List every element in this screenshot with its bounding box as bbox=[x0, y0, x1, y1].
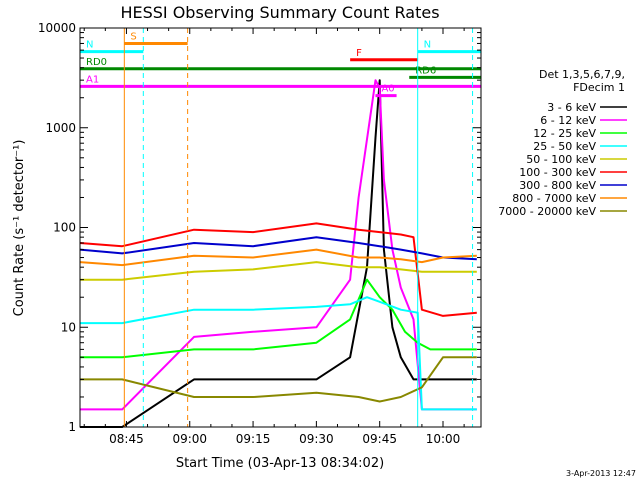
flag-label-5: RD0 bbox=[86, 57, 107, 68]
legend-entry-label-9: 7000 - 20000 keV bbox=[498, 205, 596, 218]
flag-label-2: N bbox=[86, 40, 93, 51]
flags-layer: S N N F RD0 RD6 A1 A0 bbox=[80, 31, 481, 98]
chart-title: HESSI Observing Summary Count Rates bbox=[120, 3, 439, 22]
x-axis-label: Start Time (03-Apr-13 08:34:02) bbox=[176, 456, 384, 471]
x-tick-label-2: 09:00 bbox=[172, 432, 207, 446]
y-tick-label-2: 10 bbox=[61, 320, 76, 334]
legend-entry-label-6: 100 - 300 keV bbox=[519, 166, 596, 179]
y-tick-label-5: 10000 bbox=[38, 21, 76, 35]
y-tick-label-3: 100 bbox=[53, 221, 76, 235]
axes-layer: 08:45 09:00 09:15 09:30 09:45 10:00 1 10 100 1000… bbox=[38, 21, 481, 446]
legend-entry-label-8: 800 - 7000 keV bbox=[512, 192, 596, 205]
legend-entry-label-2: 6 - 12 keV bbox=[540, 114, 596, 127]
legend-header-1: Det 1,3,5,6,7,9, bbox=[539, 68, 625, 81]
x-tick-label-1: 08:45 bbox=[109, 432, 144, 446]
legend-entry-label-1: 3 - 6 keV bbox=[547, 101, 596, 114]
series-line-4 bbox=[80, 296, 477, 411]
series-line-5 bbox=[80, 261, 477, 281]
series-line-8 bbox=[79, 248, 477, 267]
x-tick-label-5: 09:45 bbox=[362, 432, 397, 446]
legend-entry-label-5: 50 - 100 keV bbox=[526, 153, 596, 166]
flag-label-3: N bbox=[424, 40, 431, 51]
flag-label-7: A1 bbox=[86, 74, 99, 85]
legend-entry-label-4: 25 - 50 keV bbox=[533, 140, 596, 153]
flag-label-6: RD6 bbox=[415, 65, 436, 76]
series-line-6 bbox=[79, 222, 477, 317]
legend-entry-label-7: 300 - 800 keV bbox=[519, 179, 596, 192]
y-tick-label-4: 1000 bbox=[45, 121, 76, 135]
y-tick-label-1: 1 bbox=[68, 420, 76, 434]
x-tick-label-6: 10:00 bbox=[426, 432, 461, 446]
series-line-9 bbox=[80, 356, 477, 403]
flag-label-1: S bbox=[130, 31, 136, 42]
timestamp: 3-Apr-2013 12:47 bbox=[566, 469, 636, 478]
flag-label-8: A0 bbox=[381, 84, 394, 95]
legend-entry-label-3: 12 - 25 keV bbox=[533, 127, 596, 140]
series-line-7 bbox=[79, 236, 477, 261]
x-tick-label-4: 09:30 bbox=[299, 432, 334, 446]
flag-label-4: F bbox=[356, 48, 362, 59]
y-axis-label: Count Rate (s⁻¹ detector⁻¹) bbox=[12, 140, 27, 317]
legend-header-2: FDecim 1 bbox=[573, 81, 625, 94]
x-tick-label-3: 09:15 bbox=[236, 432, 271, 446]
vertical-markers-layer bbox=[123, 28, 474, 427]
